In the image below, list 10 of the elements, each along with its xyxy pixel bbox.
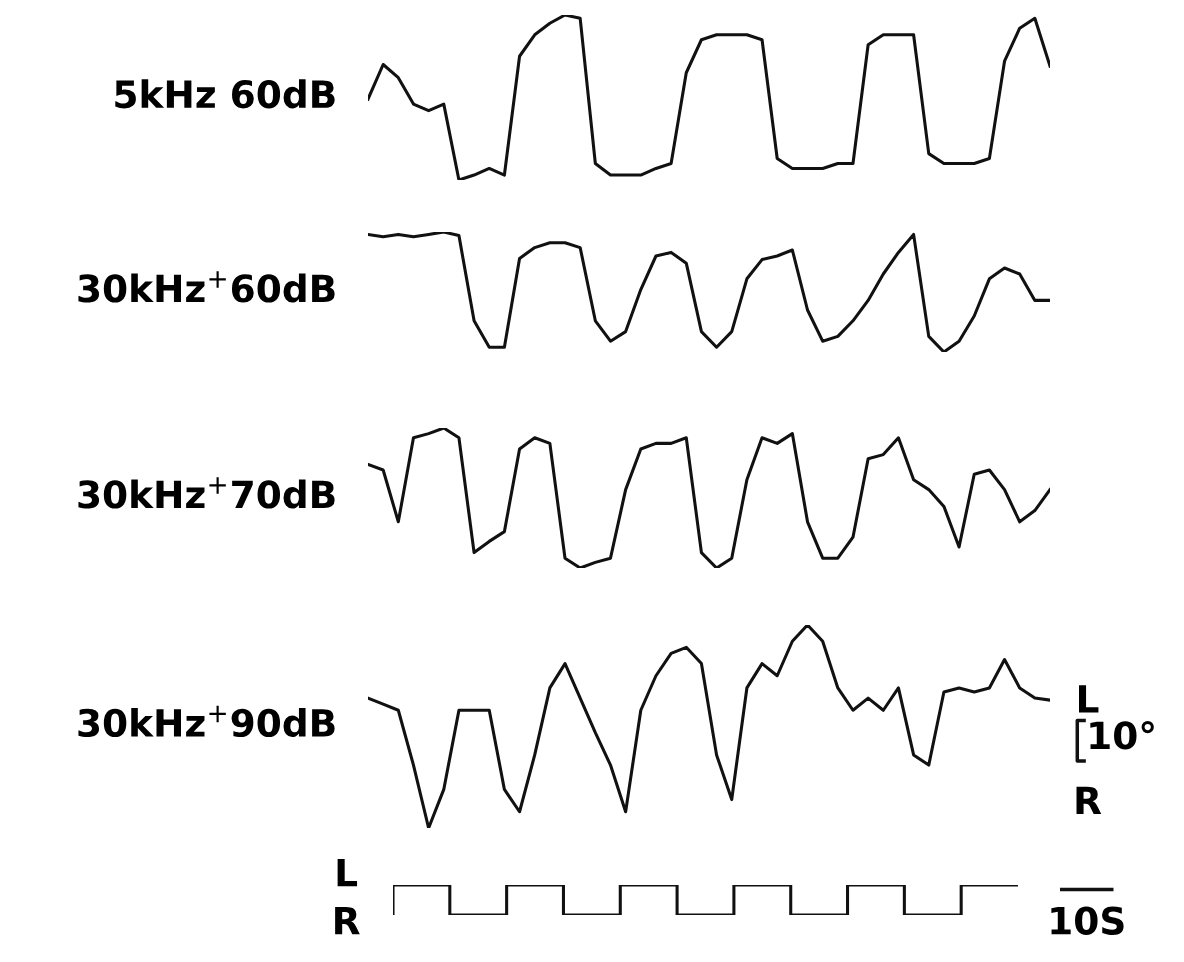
text: L [337,859,358,887]
y-axis-title: 30kHz$^{+}$60dB [78,271,335,303]
text: 10S [1051,906,1124,935]
y-axis-title: 5kHz 60dB [115,79,335,109]
y-axis-title: 30kHz$^{+}$90dB [78,705,335,738]
y-axis-title: 30kHz$^{+}$70dB [78,477,335,509]
text: 10° [1090,720,1154,750]
text: R [335,907,360,935]
text: R [1076,786,1102,814]
text: L [1079,685,1099,713]
